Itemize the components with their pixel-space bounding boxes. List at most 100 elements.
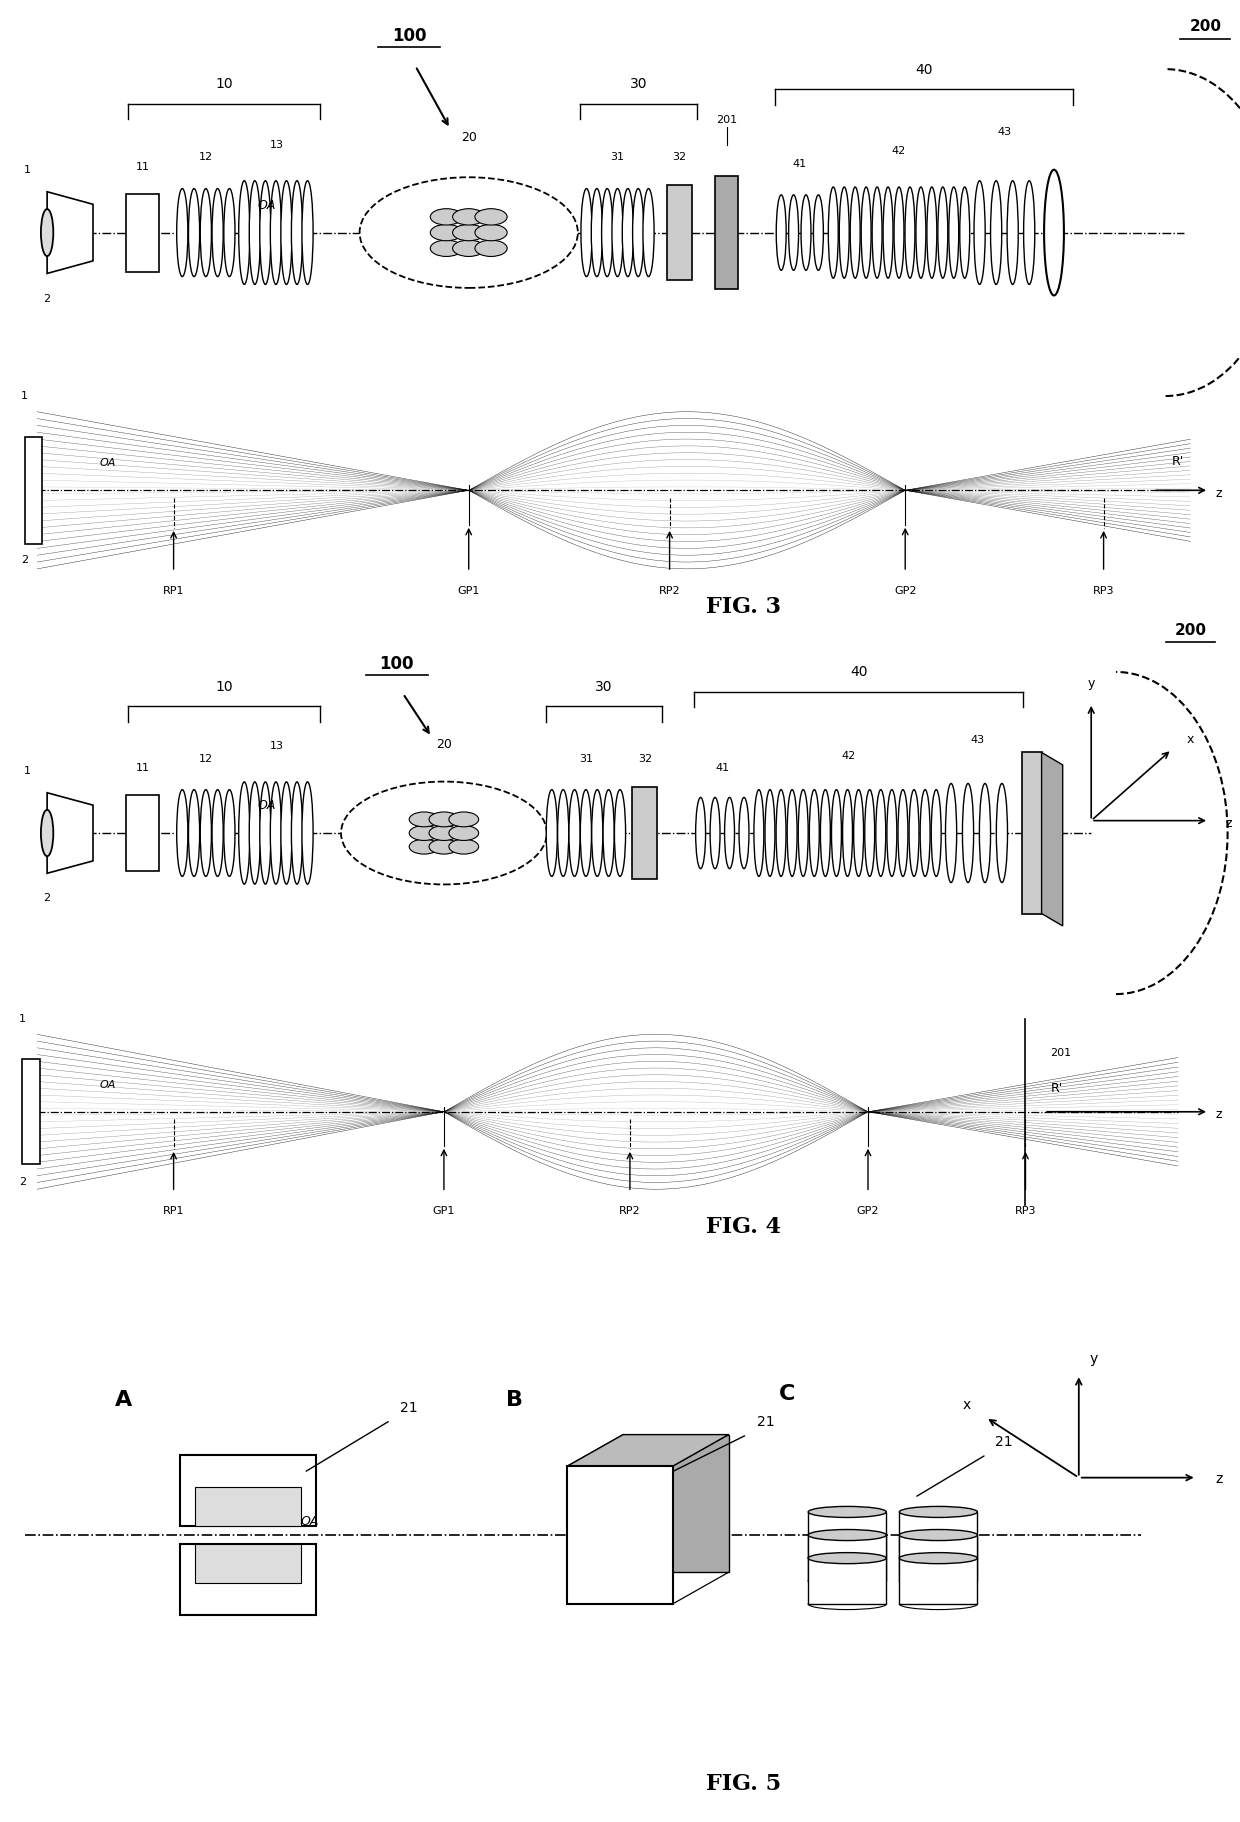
Text: y: y: [1090, 1352, 1097, 1366]
Ellipse shape: [724, 798, 734, 869]
Ellipse shape: [280, 782, 293, 884]
Ellipse shape: [789, 195, 799, 270]
Circle shape: [475, 241, 507, 257]
Ellipse shape: [899, 1598, 977, 1609]
Text: 43: 43: [970, 736, 985, 745]
Ellipse shape: [591, 789, 603, 876]
Circle shape: [409, 813, 439, 827]
Text: 201: 201: [715, 115, 738, 124]
Ellipse shape: [776, 789, 786, 876]
Ellipse shape: [920, 789, 930, 876]
Ellipse shape: [808, 1552, 887, 1563]
Ellipse shape: [176, 188, 188, 277]
Ellipse shape: [642, 188, 655, 277]
Ellipse shape: [614, 789, 626, 876]
Ellipse shape: [212, 188, 223, 277]
Text: 200: 200: [1189, 20, 1221, 35]
Text: 30: 30: [630, 77, 647, 91]
Ellipse shape: [580, 188, 593, 277]
Ellipse shape: [801, 195, 811, 270]
Bar: [899, 1534, 977, 1581]
Text: RP1: RP1: [162, 1206, 185, 1215]
Text: GP1: GP1: [433, 1206, 455, 1215]
Ellipse shape: [291, 782, 303, 884]
Ellipse shape: [200, 188, 211, 277]
Text: 2: 2: [19, 1177, 26, 1186]
Text: 11: 11: [135, 162, 150, 171]
Bar: [899, 1512, 977, 1558]
Ellipse shape: [931, 789, 941, 876]
Ellipse shape: [280, 180, 293, 284]
Bar: [22, 1059, 40, 1164]
Bar: [808, 1558, 887, 1603]
Text: OA: OA: [258, 800, 275, 813]
Ellipse shape: [238, 180, 250, 284]
Ellipse shape: [828, 188, 838, 279]
Bar: [632, 787, 657, 880]
Ellipse shape: [821, 789, 831, 876]
Ellipse shape: [188, 188, 200, 277]
Text: 200: 200: [1174, 623, 1207, 638]
Ellipse shape: [898, 789, 908, 876]
Text: 100: 100: [379, 654, 414, 672]
Text: FIG. 5: FIG. 5: [707, 1773, 781, 1795]
Circle shape: [429, 825, 459, 840]
Ellipse shape: [270, 782, 281, 884]
Ellipse shape: [223, 789, 236, 876]
Bar: [126, 193, 159, 271]
Text: x: x: [1187, 732, 1194, 747]
Ellipse shape: [711, 798, 720, 869]
Ellipse shape: [899, 1529, 977, 1541]
Circle shape: [409, 825, 439, 840]
Ellipse shape: [960, 188, 970, 279]
Ellipse shape: [754, 789, 764, 876]
Ellipse shape: [303, 180, 312, 284]
Ellipse shape: [808, 1529, 887, 1541]
Ellipse shape: [899, 1576, 977, 1587]
Ellipse shape: [546, 789, 558, 876]
Ellipse shape: [937, 188, 947, 279]
Circle shape: [449, 813, 479, 827]
Text: 41: 41: [715, 763, 730, 773]
Text: 31: 31: [579, 754, 594, 763]
Bar: [195, 1543, 301, 1583]
Ellipse shape: [569, 789, 580, 876]
Ellipse shape: [872, 188, 882, 279]
Ellipse shape: [303, 782, 312, 884]
Text: 2: 2: [43, 893, 51, 904]
Text: RP3: RP3: [1092, 587, 1115, 596]
Ellipse shape: [41, 809, 53, 856]
Circle shape: [430, 241, 463, 257]
Ellipse shape: [883, 188, 893, 279]
Circle shape: [475, 210, 507, 226]
Bar: [808, 1512, 887, 1558]
Ellipse shape: [223, 188, 236, 277]
Polygon shape: [47, 793, 93, 873]
Text: 13: 13: [269, 742, 284, 751]
Text: 11: 11: [135, 763, 150, 773]
Ellipse shape: [864, 789, 874, 876]
Text: y: y: [1087, 678, 1095, 691]
Ellipse shape: [975, 180, 986, 284]
Ellipse shape: [601, 188, 613, 277]
Text: 21: 21: [994, 1436, 1013, 1448]
Ellipse shape: [899, 1552, 977, 1563]
Text: OA: OA: [301, 1514, 319, 1527]
Ellipse shape: [799, 789, 808, 876]
Circle shape: [409, 840, 439, 855]
Ellipse shape: [558, 789, 569, 876]
Text: 43: 43: [997, 128, 1012, 137]
Ellipse shape: [853, 789, 863, 876]
Text: R': R': [1172, 456, 1184, 468]
Ellipse shape: [1044, 169, 1064, 295]
Text: A: A: [115, 1390, 133, 1410]
Circle shape: [341, 782, 547, 884]
Ellipse shape: [238, 782, 250, 884]
Circle shape: [453, 241, 485, 257]
Ellipse shape: [875, 789, 885, 876]
Text: 40: 40: [915, 62, 932, 77]
Bar: [667, 186, 692, 281]
Text: FIG. 3: FIG. 3: [707, 596, 781, 618]
Bar: [808, 1534, 887, 1581]
Ellipse shape: [945, 783, 957, 882]
